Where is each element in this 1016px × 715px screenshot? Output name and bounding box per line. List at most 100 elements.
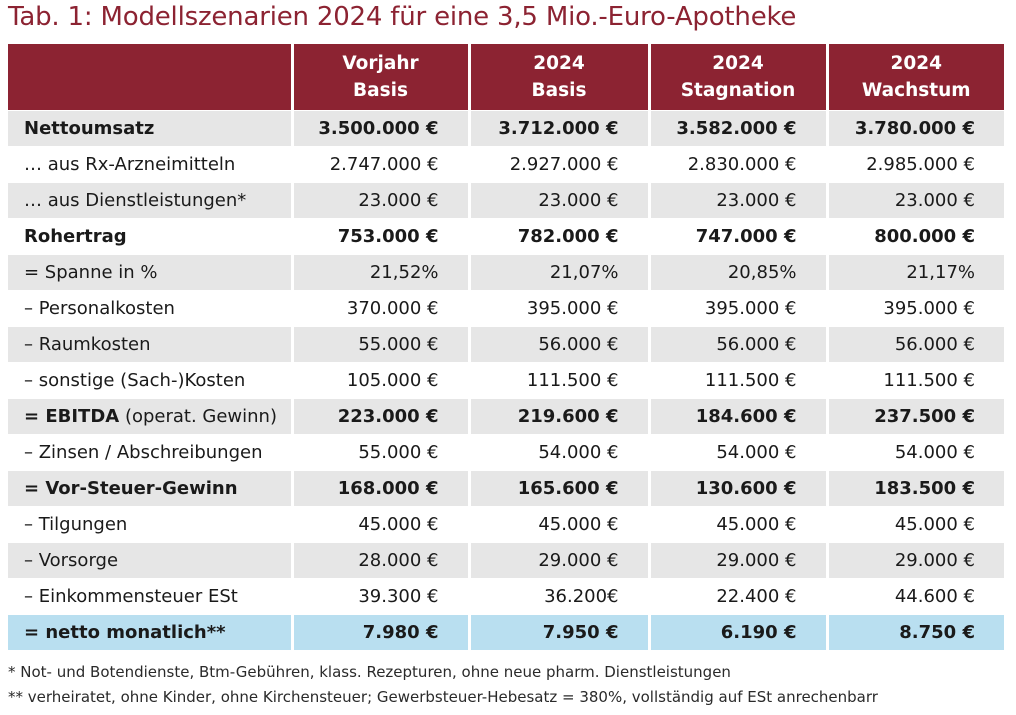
row-rohertrag: Rohertrag 753.000 € 782.000 € 747.000 € …	[8, 217, 1004, 254]
header-line2: Basis	[531, 79, 587, 101]
table-title: Tab. 1: Modellszenarien 2024 für eine 3,…	[8, 2, 797, 32]
row-label-text: – Personalkosten	[24, 297, 175, 319]
cell-value: 753.000 €	[292, 217, 471, 254]
cell-value: 105.000 €	[292, 361, 471, 398]
cell-value: 29.000 €	[649, 541, 829, 578]
row-sachkosten: – sonstige (Sach-)Kosten 105.000 € 111.5…	[8, 361, 1004, 398]
row-label: = netto monatlich**	[8, 613, 294, 650]
cell-value: 184.600 €	[649, 397, 829, 434]
row-label: – Vorsorge	[8, 541, 294, 578]
row-label-text: = Vor-Steuer-Gewinn	[24, 477, 238, 499]
cell-value: 21,52%	[292, 253, 471, 290]
header-line1: 2024	[533, 52, 585, 74]
cell-value: 28.000 €	[292, 541, 471, 578]
cell-value: 395.000 €	[649, 289, 829, 326]
header-line2: Basis	[353, 79, 408, 101]
row-label: – Raumkosten	[8, 325, 294, 362]
cell-value: 7.950 €	[469, 613, 651, 650]
header-2024-basis: 2024 Basis	[469, 44, 651, 110]
row-label-suffix: (operat. Gewinn)	[119, 405, 277, 427]
cell-value: 56.000 €	[649, 325, 829, 362]
row-label: … aus Rx-Arzneimitteln	[8, 145, 294, 182]
row-raumkosten: – Raumkosten 55.000 € 56.000 € 56.000 € …	[8, 325, 1004, 362]
header-line1: 2024	[890, 52, 943, 74]
row-label: – sonstige (Sach-)Kosten	[8, 361, 294, 398]
cell-value: 45.000 €	[827, 505, 1004, 542]
row-label: Nettoumsatz	[8, 109, 294, 146]
cell-value: 54.000 €	[649, 433, 829, 470]
cell-value: 237.500 €	[827, 397, 1004, 434]
cell-value: 782.000 €	[469, 217, 651, 254]
cell-value: 395.000 €	[469, 289, 651, 326]
cell-value: 2.927.000 €	[469, 145, 651, 182]
cell-value: 395.000 €	[827, 289, 1004, 326]
cell-value: 22.400 €	[649, 577, 829, 614]
row-label-text: – Vorsorge	[24, 549, 119, 571]
row-label-text: – Zinsen / Abschreibungen	[24, 441, 263, 463]
row-label-text: Rohertrag	[24, 225, 127, 247]
row-personalkosten: – Personalkosten 370.000 € 395.000 € 395…	[8, 289, 1004, 326]
cell-value: 3.582.000 €	[649, 109, 829, 146]
row-label-text: … aus Rx-Arzneimitteln	[24, 153, 236, 175]
row-label-text: Nettoumsatz	[24, 117, 155, 139]
cell-value: 183.500 €	[827, 469, 1004, 506]
row-tilgungen: – Tilgungen 45.000 € 45.000 € 45.000 € 4…	[8, 505, 1004, 542]
cell-value: 29.000 €	[827, 541, 1004, 578]
row-label: – Zinsen / Abschreibungen	[8, 433, 294, 470]
cell-value: 130.600 €	[649, 469, 829, 506]
row-label: – Tilgungen	[8, 505, 294, 542]
cell-value: 56.000 €	[827, 325, 1004, 362]
row-einkommensteuer: – Einkommensteuer ESt 39.300 € 36.200€ 2…	[8, 577, 1004, 614]
cell-value: 45.000 €	[292, 505, 471, 542]
cell-value: 2.985.000 €	[827, 145, 1004, 182]
row-nettoumsatz: Nettoumsatz 3.500.000 € 3.712.000 € 3.58…	[8, 109, 1004, 146]
row-dienstleistungen: … aus Dienstleistungen* 23.000 € 23.000 …	[8, 181, 1004, 218]
cell-value: 3.500.000 €	[292, 109, 471, 146]
row-ebitda: = EBITDA (operat. Gewinn) 223.000 € 219.…	[8, 397, 1004, 434]
cell-value: 165.600 €	[469, 469, 651, 506]
cell-value: 3.712.000 €	[469, 109, 651, 146]
cell-value: 36.200€	[469, 577, 651, 614]
cell-value: 21,07%	[469, 253, 651, 290]
cell-value: 23.000 €	[469, 181, 651, 218]
row-label-text: – Einkommensteuer ESt	[24, 585, 238, 607]
header-line2: Stagnation	[680, 79, 796, 101]
cell-value: 370.000 €	[292, 289, 471, 326]
cell-value: 111.500 €	[649, 361, 829, 398]
cell-value: 7.980 €	[292, 613, 471, 650]
header-line1: Vorjahr	[342, 52, 419, 74]
cell-value: 45.000 €	[469, 505, 651, 542]
row-label: … aus Dienstleistungen*	[8, 181, 294, 218]
cell-value: 8.750 €	[827, 613, 1004, 650]
header-2024-wachstum: 2024 Wachstum	[827, 44, 1004, 110]
cell-value: 39.300 €	[292, 577, 471, 614]
row-label-text: = netto monatlich**	[24, 621, 226, 643]
row-zinsen-abschreibungen: – Zinsen / Abschreibungen 55.000 € 54.00…	[8, 433, 1004, 470]
table-header-row: Vorjahr Basis 2024 Basis 2024 Stagnation 20…	[8, 44, 1004, 110]
header-line1: 2024	[712, 52, 764, 74]
footnote-1: * Not- und Botendienste, Btm-Gebühren, k…	[8, 663, 731, 681]
footnote-2: ** verheiratet, ohne Kinder, ohne Kirche…	[8, 688, 878, 706]
row-label-text: – Tilgungen	[24, 513, 128, 535]
row-label-text: = EBITDA	[24, 405, 120, 427]
cell-value: 55.000 €	[292, 433, 471, 470]
header-line2: Wachstum	[861, 79, 971, 101]
cell-value: 23.000 €	[649, 181, 829, 218]
row-label-text: … aus Dienstleistungen*	[24, 189, 247, 211]
row-label: – Einkommensteuer ESt	[8, 577, 294, 614]
cell-value: 44.600 €	[827, 577, 1004, 614]
row-label-text: = Spanne in %	[24, 261, 158, 283]
cell-value: 54.000 €	[469, 433, 651, 470]
cell-value: 2.830.000 €	[649, 145, 829, 182]
cell-value: 747.000 €	[649, 217, 829, 254]
header-label-column	[8, 44, 294, 110]
row-label: – Personalkosten	[8, 289, 294, 326]
scenario-table: Vorjahr Basis 2024 Basis 2024 Stagnation 20…	[8, 44, 1004, 650]
cell-value: 56.000 €	[469, 325, 651, 362]
cell-value: 800.000 €	[827, 217, 1004, 254]
header-vorjahr-basis: Vorjahr Basis	[292, 44, 471, 110]
header-2024-stagnation: 2024 Stagnation	[649, 44, 829, 110]
cell-value: 2.747.000 €	[292, 145, 471, 182]
row-label-text: – sonstige (Sach-)Kosten	[24, 369, 246, 391]
cell-value: 168.000 €	[292, 469, 471, 506]
